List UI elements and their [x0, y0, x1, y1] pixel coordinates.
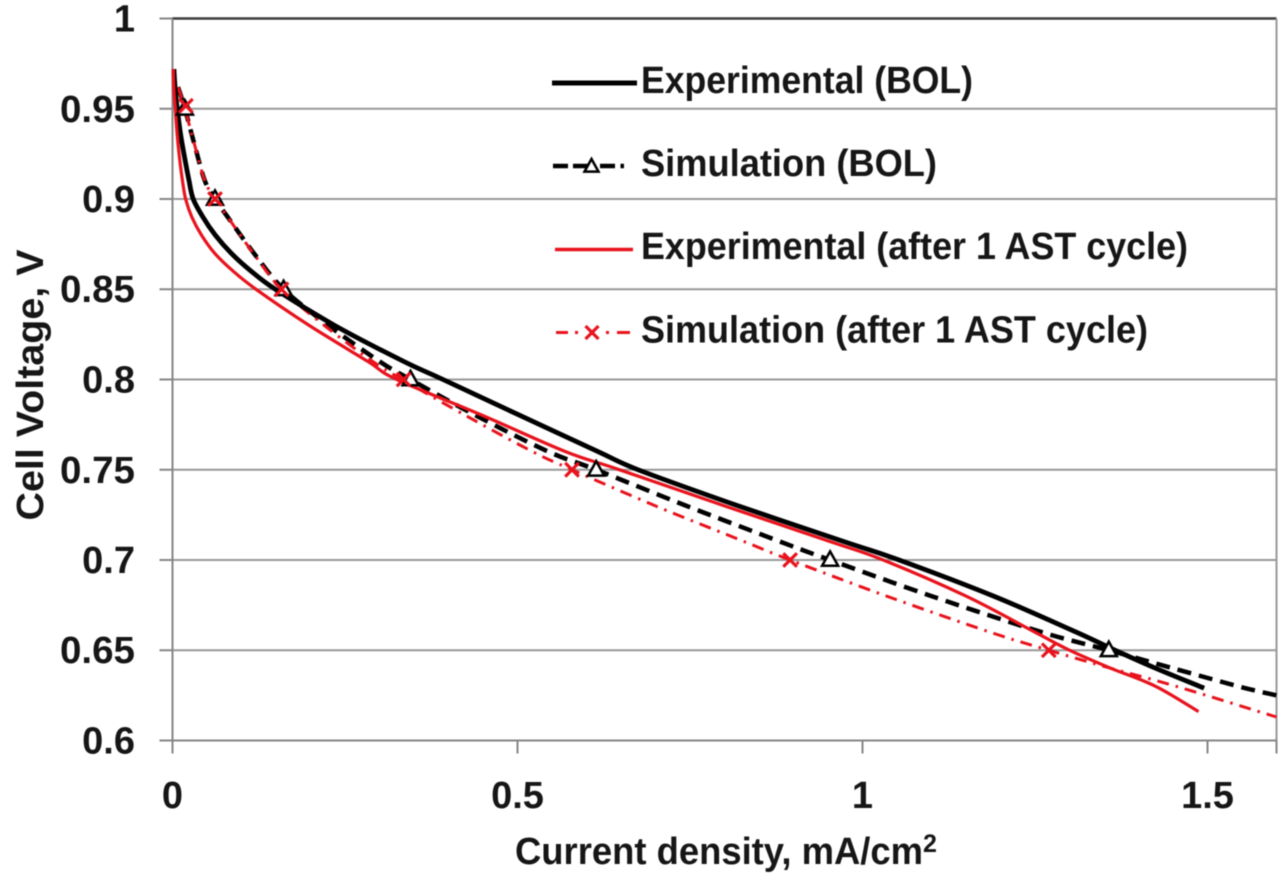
- svg-text:1: 1: [114, 0, 135, 41]
- svg-text:Experimental (after 1 AST cycl: Experimental (after 1 AST cycle): [641, 226, 1188, 268]
- svg-text:Experimental (BOL): Experimental (BOL): [641, 60, 973, 102]
- svg-text:Simulation (BOL): Simulation (BOL): [641, 143, 937, 185]
- svg-text:0.9: 0.9: [82, 179, 135, 221]
- svg-text:1: 1: [852, 775, 873, 817]
- svg-text:0.5: 0.5: [491, 775, 544, 817]
- svg-text:Cell Voltage, V: Cell Voltage, V: [10, 249, 52, 521]
- svg-text:0: 0: [162, 775, 183, 817]
- svg-text:1.5: 1.5: [1181, 775, 1234, 817]
- svg-text:0.7: 0.7: [82, 540, 135, 582]
- svg-text:0.75: 0.75: [60, 450, 135, 492]
- svg-text:0.85: 0.85: [60, 269, 135, 311]
- svg-text:0.8: 0.8: [82, 360, 135, 402]
- svg-text:0.95: 0.95: [60, 89, 135, 131]
- svg-text:0.65: 0.65: [60, 630, 135, 672]
- svg-text:Simulation (after 1 AST cycle): Simulation (after 1 AST cycle): [641, 310, 1148, 352]
- svg-text:Current density, mA/cm2: Current density, mA/cm2: [515, 830, 937, 873]
- svg-text:0.6: 0.6: [82, 721, 135, 763]
